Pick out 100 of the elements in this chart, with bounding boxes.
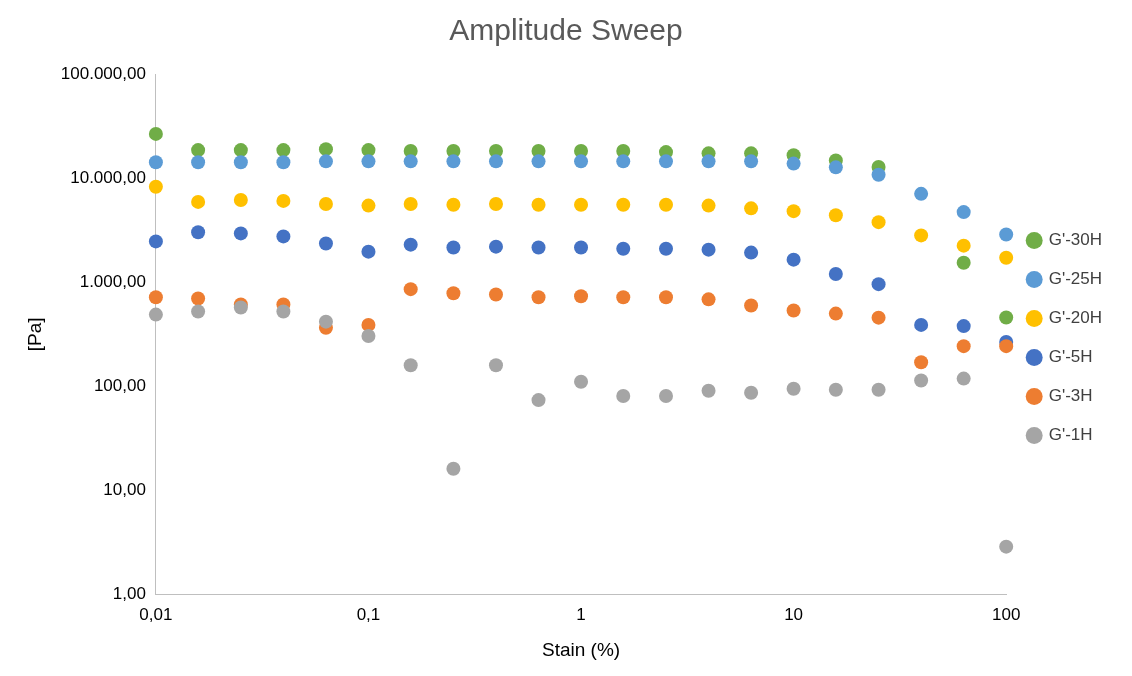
point xyxy=(318,314,333,329)
point xyxy=(786,381,801,396)
legend-label: G'-1H xyxy=(1048,425,1093,445)
point xyxy=(701,154,716,169)
point xyxy=(446,461,461,476)
point xyxy=(233,226,248,241)
y-tick-label: 100.000,00 xyxy=(60,63,146,83)
point xyxy=(531,290,546,305)
point xyxy=(658,154,673,169)
point xyxy=(531,197,546,212)
point xyxy=(233,155,248,170)
point xyxy=(616,197,631,212)
point xyxy=(446,240,461,255)
point xyxy=(574,197,589,212)
point xyxy=(786,156,801,171)
point xyxy=(956,319,971,334)
point xyxy=(361,198,376,213)
point xyxy=(191,304,206,319)
point xyxy=(488,358,503,373)
point xyxy=(956,238,971,253)
point xyxy=(999,539,1014,554)
point xyxy=(914,186,929,201)
legend-label: G'-30H xyxy=(1048,230,1103,250)
y-tick-label: 1,00 xyxy=(112,584,146,604)
point xyxy=(744,245,759,260)
point xyxy=(616,389,631,404)
point xyxy=(658,197,673,212)
point xyxy=(446,154,461,169)
point xyxy=(828,208,843,223)
x-tick-label: 0,01 xyxy=(139,604,173,624)
point xyxy=(574,289,589,304)
point xyxy=(914,373,929,388)
point xyxy=(786,303,801,318)
point xyxy=(276,143,291,158)
point xyxy=(999,310,1014,325)
point xyxy=(276,155,291,170)
point xyxy=(531,154,546,169)
legend-label: G'-20H xyxy=(1048,308,1103,328)
point xyxy=(318,236,333,251)
point xyxy=(786,252,801,267)
point xyxy=(956,339,971,354)
y-tick-label: 10,00 xyxy=(103,480,146,500)
x-tick-label: 10 xyxy=(784,604,804,624)
point xyxy=(191,155,206,170)
point xyxy=(828,160,843,175)
point xyxy=(914,317,929,332)
point xyxy=(999,227,1014,242)
point xyxy=(701,242,716,257)
point xyxy=(828,306,843,321)
point xyxy=(403,237,418,252)
point xyxy=(744,154,759,169)
point xyxy=(828,382,843,397)
point xyxy=(531,240,546,255)
legend-label: G'-5H xyxy=(1048,347,1093,367)
point xyxy=(361,244,376,259)
point xyxy=(233,192,248,207)
point xyxy=(658,290,673,305)
y-tick-label: 10.000,00 xyxy=(70,167,146,187)
point xyxy=(871,310,886,325)
point xyxy=(276,304,291,319)
point xyxy=(956,205,971,220)
legend-label: G'-3H xyxy=(1048,386,1093,406)
point xyxy=(403,154,418,169)
chart-title: Amplitude Sweep xyxy=(449,13,683,47)
point xyxy=(616,154,631,169)
point xyxy=(148,155,163,170)
point xyxy=(956,371,971,386)
point xyxy=(871,167,886,182)
point xyxy=(446,197,461,212)
point xyxy=(148,126,163,141)
point xyxy=(446,286,461,301)
point xyxy=(276,229,291,244)
point xyxy=(191,225,206,240)
y-tick-label: 1.000,00 xyxy=(79,272,146,292)
point xyxy=(616,241,631,256)
x-axis-title: Stain (%) xyxy=(541,638,621,660)
point xyxy=(403,282,418,297)
point xyxy=(276,193,291,208)
point xyxy=(361,329,376,344)
point xyxy=(999,250,1014,265)
point xyxy=(318,196,333,211)
point xyxy=(233,143,248,158)
point xyxy=(574,374,589,389)
point xyxy=(148,179,163,194)
point xyxy=(999,339,1014,354)
point xyxy=(658,389,673,404)
point xyxy=(616,290,631,305)
point xyxy=(361,143,376,158)
point xyxy=(914,228,929,243)
legend-label: G'-25H xyxy=(1048,269,1103,289)
x-tick-label: 0,1 xyxy=(356,604,381,624)
point xyxy=(701,198,716,213)
point xyxy=(871,382,886,397)
point xyxy=(403,358,418,373)
point xyxy=(871,277,886,292)
point xyxy=(148,234,163,249)
point xyxy=(361,154,376,169)
point xyxy=(191,291,206,306)
y-tick-label: 100,00 xyxy=(93,376,146,396)
point xyxy=(403,196,418,211)
